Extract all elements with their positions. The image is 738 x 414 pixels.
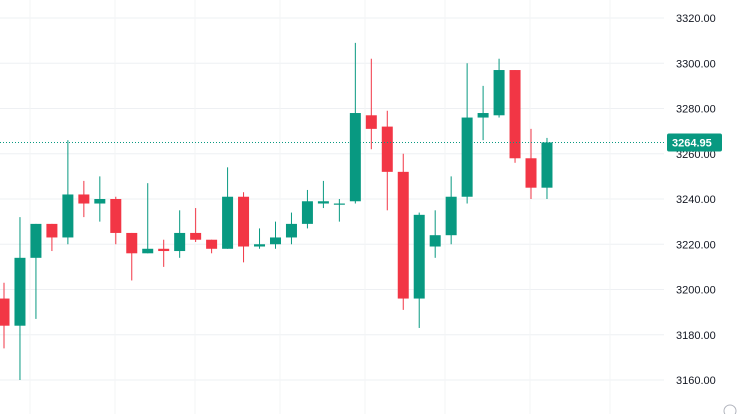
y-tick-label: 3160.00 [676, 375, 716, 387]
candle-body-down [238, 196, 250, 247]
candle-body-up [62, 194, 74, 238]
candle-body-down [525, 158, 537, 188]
candle-body-down [397, 171, 409, 299]
candle-body-up [30, 223, 42, 258]
candle-body-down [0, 298, 10, 326]
candle [445, 176, 457, 245]
candle [301, 189, 313, 229]
candle [94, 176, 106, 222]
last-price-tag: 3264.95 [667, 133, 722, 152]
candle [333, 199, 345, 222]
candle-body-up [333, 203, 345, 205]
price-axis[interactable]: 3160.00 3180.00 3200.00 3220.00 3240.00 3260.… [676, 13, 716, 387]
last-price-tag-background [667, 133, 722, 152]
candle-body-down [126, 232, 138, 254]
candle-body-up [445, 196, 457, 236]
candle [0, 282, 10, 349]
y-tick-label: 3240.00 [676, 194, 716, 206]
y-tick-label: 3220.00 [676, 239, 716, 251]
candle-body-down [509, 70, 521, 159]
candle-body-up [94, 199, 106, 204]
candle [142, 183, 154, 254]
candle-body-up [174, 232, 186, 252]
candle-body-up [222, 196, 234, 249]
candle [477, 85, 489, 141]
candle-body-down [110, 199, 122, 233]
candle [78, 180, 90, 218]
y-tick-label: 3260.00 [676, 149, 716, 161]
candle [349, 42, 361, 204]
candle [525, 128, 537, 199]
candle-body-up [429, 235, 441, 247]
candle-body-down [158, 248, 170, 252]
y-tick-label: 3200.00 [676, 285, 716, 297]
candle [126, 232, 138, 281]
candle [269, 221, 281, 249]
candle-body-up [461, 117, 473, 197]
candle-body-up [541, 142, 553, 188]
last-price-tag-label: 3264.95 [672, 138, 712, 150]
candle [397, 153, 409, 310]
candle [30, 223, 42, 319]
candle [110, 196, 122, 245]
y-tick-label: 3320.00 [676, 13, 716, 25]
candle-body-up [14, 257, 26, 326]
candle-body-up [285, 223, 297, 238]
candle [46, 223, 58, 252]
candle-body-up [301, 201, 313, 224]
grid-lines [0, 0, 664, 414]
candle [381, 110, 393, 211]
candle [190, 208, 202, 242]
y-tick-label: 3300.00 [676, 58, 716, 70]
y-tick-label: 3280.00 [676, 104, 716, 116]
candle-body-up [349, 113, 361, 202]
candle [317, 180, 329, 209]
candle-body-down [78, 194, 90, 204]
candle-body-up [317, 201, 329, 204]
candle-body-down [365, 115, 377, 129]
candles [0, 42, 553, 380]
candle [461, 63, 473, 204]
candle-body-up [254, 244, 266, 247]
candle-body-down [206, 239, 218, 249]
candle-body-up [493, 70, 505, 116]
candle-body-up [413, 214, 425, 299]
candle [365, 58, 377, 150]
candle [509, 70, 521, 163]
candle [541, 137, 553, 199]
candle [285, 212, 297, 245]
candle-body-down [381, 126, 393, 172]
candle [493, 58, 505, 118]
candle [429, 210, 441, 258]
candle-body-up [477, 113, 489, 118]
candle [254, 228, 266, 249]
candle-body-down [190, 232, 202, 240]
candle [62, 140, 74, 245]
candle [174, 210, 186, 258]
candle-body-up [269, 237, 281, 245]
candle [158, 239, 170, 267]
candle [413, 212, 425, 328]
y-tick-label: 3180.00 [676, 330, 716, 342]
settings-corner-icon[interactable] [723, 404, 737, 414]
candle-body-up [142, 248, 154, 254]
candle [222, 167, 234, 249]
candle-body-down [46, 223, 58, 238]
candle [206, 239, 218, 254]
candle [14, 217, 26, 380]
candle [238, 192, 250, 263]
